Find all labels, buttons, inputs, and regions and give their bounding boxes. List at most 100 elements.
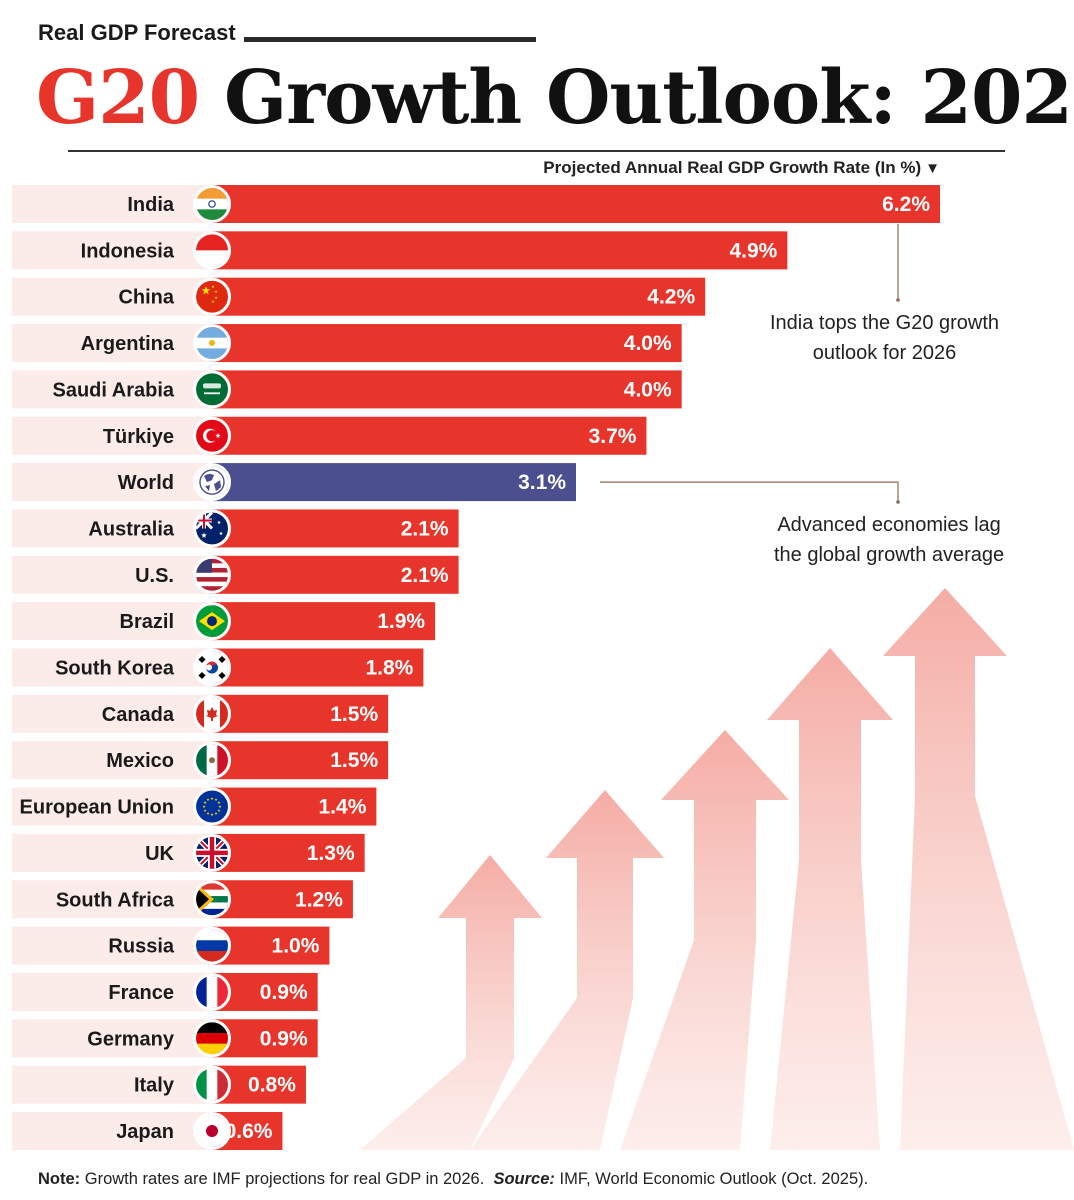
- annotation-india: India tops the G20 growth outlook for 20…: [770, 308, 999, 368]
- flag-saudi-arabia-icon: [193, 370, 231, 409]
- flag-south-africa-icon: [193, 880, 231, 919]
- category-label-south-africa: South Africa: [56, 889, 175, 911]
- value-label-uk: 1.3%: [307, 842, 355, 865]
- title-accent: G20: [36, 55, 200, 141]
- value-label-russia: 1.0%: [272, 935, 320, 958]
- kicker-rule: [244, 37, 536, 42]
- flag-australia-icon: [193, 509, 231, 548]
- background-arrow-4: [767, 648, 893, 1150]
- axis-label: Projected Annual Real GDP Growth Rate (I…: [543, 158, 940, 178]
- bar-world: [212, 463, 576, 502]
- flag-south-korea-icon: [193, 648, 231, 687]
- value-label-mexico: 1.5%: [330, 749, 378, 772]
- category-label-european-union: European Union: [20, 797, 174, 819]
- flag-india-icon: [193, 185, 231, 223]
- bar-south-korea: [212, 648, 424, 687]
- flag-china-icon: [193, 277, 231, 316]
- category-label-world: World: [118, 472, 174, 494]
- bar-european-union: [212, 787, 377, 826]
- annotation-connectors: [600, 224, 900, 504]
- category-label-china: China: [118, 287, 174, 309]
- source-label: Source:: [493, 1170, 555, 1188]
- category-label-uk: UK: [145, 843, 174, 865]
- bar-brazil: [212, 602, 436, 641]
- category-label-germany: Germany: [87, 1028, 175, 1050]
- bar-indonesia: [212, 231, 788, 270]
- flag-mexico-icon: [193, 741, 231, 780]
- triangle-down-icon: ▼: [925, 160, 940, 177]
- value-label-germany: 0.9%: [260, 1027, 308, 1050]
- background-arrow-1: [360, 855, 542, 1150]
- flag-canada-icon: [193, 694, 231, 733]
- flag-indonesia-icon: [193, 231, 231, 270]
- value-label-south-korea: 1.8%: [365, 657, 413, 680]
- annotation-india-line-1: India tops the G20 growth: [770, 312, 1000, 334]
- flag-world-icon: [193, 463, 231, 502]
- value-label-european-union: 1.4%: [319, 796, 367, 819]
- kicker-label: Real GDP Forecast: [38, 20, 236, 45]
- flag-icons: [193, 185, 231, 1150]
- bar-argentina: [212, 324, 682, 363]
- title-rule: [68, 150, 1005, 152]
- bar-t-rkiye: [212, 416, 647, 455]
- bar-south-africa: [212, 880, 353, 919]
- category-label-argentina: Argentina: [81, 333, 175, 355]
- annotation-advanced-line-1: Advanced economies lag: [777, 514, 1001, 536]
- annotation-advanced-line-2: the global growth average: [774, 544, 1005, 566]
- category-label-t-rkiye: Türkiye: [103, 426, 174, 448]
- category-label-south-korea: South Korea: [55, 658, 175, 680]
- bar-uk: [212, 833, 365, 872]
- flag-t-rkiye-icon: [193, 416, 231, 455]
- value-label-canada: 1.5%: [330, 703, 378, 726]
- bar-mexico: [212, 741, 389, 780]
- value-labels: 6.2% 4.9% 4.2% 4.0% 4.0% 3.7% 3.1% 2.1% 2.1% 1.9%…: [225, 193, 931, 1143]
- bar-canada: [212, 694, 389, 733]
- value-label-france: 0.9%: [260, 981, 308, 1004]
- value-label-india: 6.2%: [882, 193, 930, 216]
- category-label-brazil: Brazil: [120, 611, 174, 633]
- value-label-japan: 0.6%: [225, 1120, 273, 1143]
- footer-note: Note: Growth rates are IMF projections f…: [38, 1170, 868, 1189]
- value-label-italy: 0.8%: [248, 1074, 296, 1097]
- flag-russia-icon: [193, 926, 231, 965]
- bar-china: [212, 277, 706, 316]
- source-text: IMF, World Economic Outlook (Oct. 2025).: [554, 1170, 869, 1188]
- background-arrow-5: [883, 588, 1074, 1150]
- value-label-indonesia: 4.9%: [729, 239, 777, 262]
- category-label-mexico: Mexico: [106, 750, 174, 772]
- value-label-brazil: 1.9%: [377, 610, 425, 633]
- note-label: Note:: [38, 1170, 81, 1188]
- bar-u-s: [212, 555, 459, 594]
- connector-world: [600, 481, 899, 502]
- annotation-advanced: Advanced economies lag the global growth…: [774, 510, 1004, 570]
- value-label-t-rkiye: 3.7%: [589, 425, 637, 448]
- category-label-indonesia: Indonesia: [81, 240, 175, 262]
- category-label-u-s: U.S.: [135, 565, 174, 587]
- value-label-saudi-arabia: 4.0%: [624, 378, 672, 401]
- bar-india: [212, 185, 940, 223]
- bar-russia: [212, 926, 330, 965]
- note-text: Growth rates are IMF projections for rea…: [80, 1170, 485, 1188]
- page-title: G20 Growth Outlook: 2026: [36, 48, 1074, 148]
- bar-saudi-arabia: [212, 370, 682, 409]
- value-label-australia: 2.1%: [401, 517, 449, 540]
- value-label-china: 4.2%: [647, 286, 695, 309]
- flag-germany-icon: [193, 1019, 231, 1058]
- category-label-canada: Canada: [102, 704, 175, 726]
- background-arrow-3: [620, 730, 789, 1150]
- flag-france-icon: [193, 972, 231, 1011]
- flag-argentina-icon: [193, 324, 231, 363]
- background-arrows: [360, 588, 1074, 1150]
- category-label-saudi-arabia: Saudi Arabia: [52, 379, 174, 401]
- value-label-argentina: 4.0%: [624, 332, 672, 355]
- category-label-france: France: [108, 982, 174, 1004]
- axis-label-text: Projected Annual Real GDP Growth Rate (I…: [543, 158, 922, 177]
- category-label-japan: Japan: [116, 1121, 174, 1143]
- category-label-india: India: [127, 194, 175, 216]
- flag-brazil-icon: [193, 602, 231, 641]
- flag-japan-icon: [193, 1112, 231, 1150]
- category-labels: India Indonesia China Argentina Saudi Arabia…: [20, 194, 175, 1143]
- value-label-south-africa: 1.2%: [295, 888, 343, 911]
- value-label-world: 3.1%: [518, 471, 566, 494]
